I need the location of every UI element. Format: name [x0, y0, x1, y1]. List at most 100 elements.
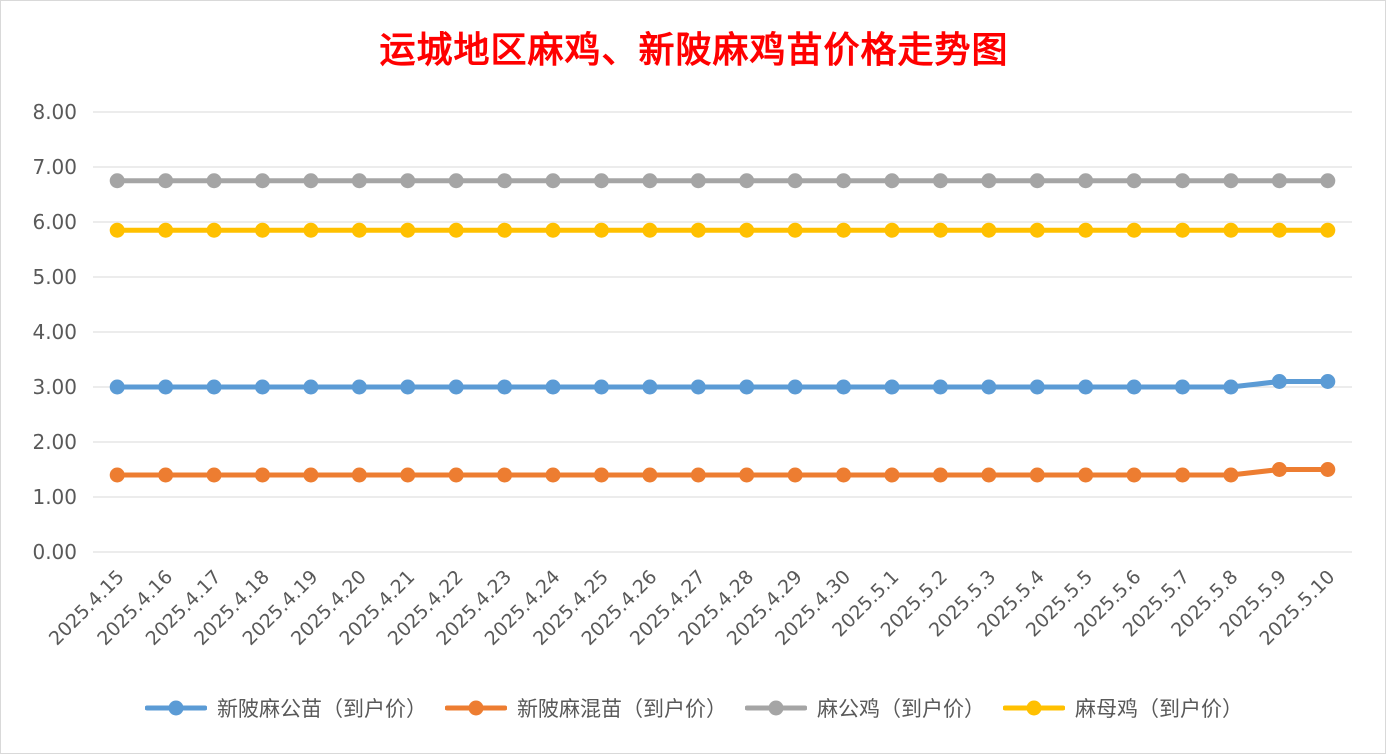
- legend-label: 新陂麻混苗（到户价）: [517, 697, 727, 721]
- data-point: [303, 379, 319, 395]
- data-point: [400, 467, 416, 483]
- data-point: [787, 379, 803, 395]
- legend-label: 麻公鸡（到户价）: [817, 697, 985, 721]
- series-line: [114, 379, 1331, 390]
- chart-title: 运城地区麻鸡、新陂麻鸡苗价格走势图: [379, 29, 1009, 71]
- data-point: [109, 173, 125, 189]
- y-tick-label: 6.00: [32, 210, 77, 234]
- y-tick-label: 7.00: [32, 155, 77, 179]
- data-point: [593, 379, 609, 395]
- data-point: [497, 379, 513, 395]
- data-point: [932, 379, 948, 395]
- data-point: [981, 173, 997, 189]
- y-tick-label: 1.00: [32, 485, 77, 509]
- data-point: [1223, 222, 1239, 238]
- data-point: [1271, 222, 1287, 238]
- data-point: [642, 173, 658, 189]
- data-point: [400, 173, 416, 189]
- data-point: [932, 173, 948, 189]
- legend-item: 麻母鸡（到户价）: [1003, 693, 1243, 723]
- data-point: [1078, 173, 1094, 189]
- legend-marker: [145, 700, 207, 716]
- data-point: [254, 379, 270, 395]
- data-point: [836, 173, 852, 189]
- legend-label: 麻母鸡（到户价）: [1075, 697, 1243, 721]
- data-point: [158, 379, 174, 395]
- y-tick-label: 4.00: [32, 320, 77, 344]
- data-point: [109, 222, 125, 238]
- data-point: [448, 379, 464, 395]
- legend-item: 新陂麻公苗（到户价）: [145, 693, 427, 723]
- data-point: [690, 467, 706, 483]
- y-axis: 0.00 1.00 2.00 3.00 4.00 5.00 6.00 7.00 8.00: [32, 100, 77, 564]
- data-point: [206, 173, 222, 189]
- data-point: [303, 467, 319, 483]
- data-point: [1078, 379, 1094, 395]
- gridlines: [93, 111, 1352, 553]
- legend-label: 新陂麻公苗（到户价）: [217, 697, 427, 721]
- data-point: [642, 467, 658, 483]
- data-point: [545, 173, 561, 189]
- data-point: [1029, 467, 1045, 483]
- data-point: [981, 222, 997, 238]
- data-point: [787, 222, 803, 238]
- data-point: [690, 379, 706, 395]
- data-point: [642, 379, 658, 395]
- data-point: [884, 173, 900, 189]
- legend: 新陂麻公苗（到户价） 新陂麻混苗（到户价） 麻公鸡（到户价） 麻母鸡（到户价）: [1, 693, 1386, 723]
- data-point: [642, 222, 658, 238]
- data-point: [206, 222, 222, 238]
- data-point: [1175, 173, 1191, 189]
- data-point: [1126, 222, 1142, 238]
- data-point: [1029, 379, 1045, 395]
- data-point: [884, 467, 900, 483]
- data-point: [497, 222, 513, 238]
- data-point: [1175, 467, 1191, 483]
- data-point: [545, 379, 561, 395]
- data-point: [1223, 467, 1239, 483]
- data-point: [1320, 462, 1336, 477]
- data-point: [593, 222, 609, 238]
- legend-marker: [745, 700, 807, 716]
- data-point: [1078, 222, 1094, 238]
- y-tick-label: 3.00: [32, 375, 77, 399]
- data-point: [1126, 467, 1142, 483]
- data-point: [303, 173, 319, 189]
- data-point: [739, 173, 755, 189]
- data-point: [1223, 173, 1239, 189]
- legend-item: 麻公鸡（到户价）: [745, 693, 985, 723]
- data-point: [787, 173, 803, 189]
- data-point: [158, 222, 174, 238]
- data-point: [593, 173, 609, 189]
- data-point: [1078, 467, 1094, 483]
- data-point: [1126, 173, 1142, 189]
- data-point: [109, 379, 125, 395]
- data-point: [303, 222, 319, 238]
- data-point: [254, 467, 270, 483]
- data-point: [884, 379, 900, 395]
- data-point: [254, 173, 270, 189]
- series-group: [109, 173, 1336, 483]
- y-tick-label: 8.00: [32, 100, 77, 124]
- data-point: [739, 467, 755, 483]
- data-point: [1126, 379, 1142, 395]
- data-point: [448, 467, 464, 483]
- legend-marker: [1003, 700, 1065, 716]
- data-point: [836, 379, 852, 395]
- data-point: [1320, 374, 1336, 389]
- data-point: [206, 379, 222, 395]
- data-point: [400, 379, 416, 395]
- data-point: [1320, 173, 1336, 189]
- data-point: [1320, 222, 1336, 238]
- data-point: [1029, 173, 1045, 189]
- data-point: [981, 379, 997, 395]
- data-point: [158, 467, 174, 483]
- data-point: [690, 173, 706, 189]
- data-point: [351, 467, 367, 483]
- data-point: [109, 467, 125, 483]
- data-point: [351, 379, 367, 395]
- data-point: [932, 222, 948, 238]
- data-point: [448, 173, 464, 189]
- data-point: [1029, 222, 1045, 238]
- data-point: [351, 173, 367, 189]
